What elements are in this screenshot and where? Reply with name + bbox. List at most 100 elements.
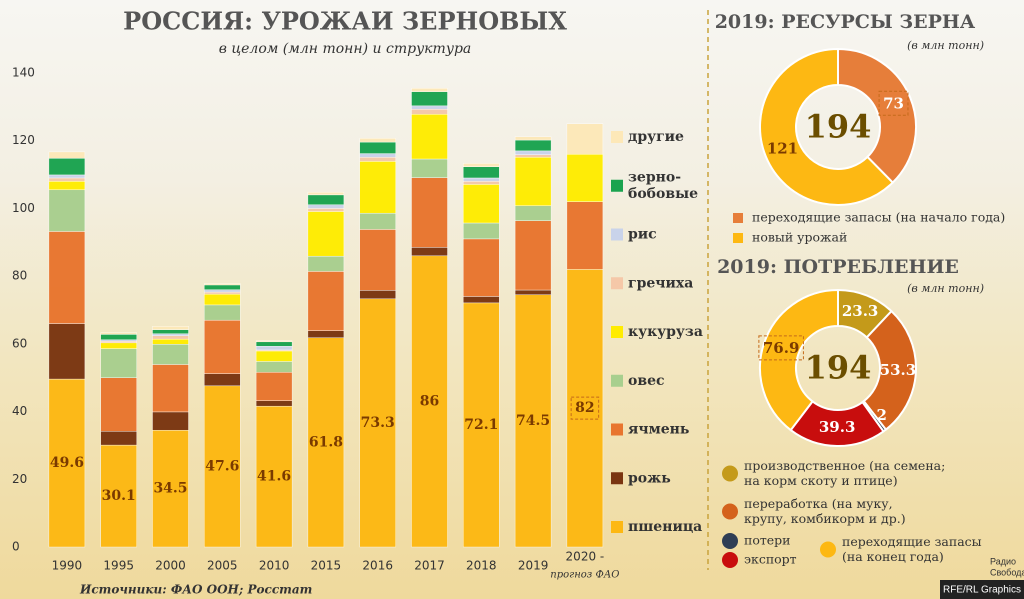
highlight-box [570, 396, 600, 420]
legend-label: новый урожай [752, 230, 847, 245]
y-tick-label: 60 [12, 336, 27, 350]
bar-segment [100, 340, 137, 344]
bar-segment [48, 151, 86, 159]
legend-label: рис [628, 227, 657, 243]
legend-swatch [611, 472, 623, 485]
bar-segment [411, 247, 448, 257]
bar-segment [48, 231, 86, 324]
pie-total: 194 [805, 349, 872, 387]
x-tick-label: 2015 [311, 559, 342, 573]
legend-label: гречиха [628, 275, 693, 291]
pie-label: 53.3 [880, 361, 917, 379]
bar-segment [307, 255, 345, 272]
legend-label: переходящие запасы (на начало года) [752, 210, 1005, 225]
legend-swatch [722, 552, 738, 568]
y-tick-label: 40 [12, 404, 27, 418]
bar-segment [204, 289, 241, 293]
legend-swatch [611, 228, 623, 241]
x-tick-label: 2016 [362, 559, 393, 573]
bar-segment [514, 154, 552, 158]
pie-slice [837, 47, 917, 185]
bar-segment [307, 194, 345, 205]
value-label: 73.3 [361, 415, 395, 431]
bar-segment [359, 138, 396, 143]
bar-segment [48, 323, 86, 380]
legend-label: другие [628, 129, 684, 145]
legend-label: переходящие запасы (на конец года) [842, 534, 982, 564]
bar-segment [152, 335, 189, 340]
x-tick-label: 2000 [155, 559, 186, 573]
pie-total: 194 [805, 108, 872, 146]
bar-segment [307, 191, 345, 196]
bar-segment [514, 220, 552, 291]
x-tick-label: 1990 [52, 559, 83, 573]
bar-segment [463, 166, 500, 179]
pie-subtitle: (в млн тонн) [907, 282, 984, 295]
bar-segment [255, 361, 293, 373]
legend-label: переработка (на муку, крупу, комбикорм и … [744, 496, 906, 526]
value-label: 49.6 [50, 455, 84, 471]
legend-swatch [733, 213, 743, 223]
legend-swatch [733, 233, 743, 243]
logo: Радио Свобода [990, 557, 1024, 578]
bar-segment [255, 341, 293, 347]
legend-swatch [611, 131, 623, 143]
bar-segment [411, 91, 448, 107]
pie-label: 76.9 [763, 339, 800, 357]
x-tick-label: 2017 [414, 559, 445, 573]
value-label: 72.1 [464, 417, 498, 433]
x-tick-label: 2019 [518, 559, 549, 573]
bar-segment [566, 269, 604, 548]
bar-segment [48, 174, 86, 179]
bar-segment [255, 346, 293, 351]
x-tick-label: 1995 [103, 559, 134, 573]
bar-segment [100, 431, 137, 446]
bar-segment [307, 337, 345, 548]
bar-segment [359, 141, 396, 154]
bar-segment [566, 201, 604, 270]
pie-title: 2019: ПОТРЕБЛЕНИЕ [717, 256, 959, 278]
bar-segment [255, 350, 293, 362]
x-tick-label: 2018 [466, 559, 497, 573]
bar-segment [100, 332, 137, 335]
bar-segment [359, 157, 396, 162]
bar-segment [411, 109, 448, 115]
legend-label: экспорт [744, 552, 797, 567]
bar-segment [359, 161, 396, 214]
bar-segment [48, 177, 86, 182]
bar-segment [255, 405, 293, 548]
value-label: 30.1 [102, 488, 136, 504]
bar-segment [204, 283, 241, 286]
highlight-box [878, 90, 909, 116]
x-tick-note: прогноз ФАО [550, 570, 619, 581]
bar-segment [359, 229, 396, 291]
legend-swatch [611, 423, 623, 436]
legend-label: производственное (на семена; на корм скот… [744, 458, 945, 488]
credit-bg [940, 580, 1024, 599]
bar-segment [152, 364, 189, 413]
y-tick-label: 0 [12, 540, 20, 554]
x-tick-label: 2005 [207, 559, 238, 573]
bar-segment [411, 158, 448, 178]
legend-label: овес [628, 373, 665, 389]
bar-segment [411, 114, 448, 160]
value-label: 74.5 [516, 413, 550, 429]
bar-segment [152, 329, 189, 334]
bar-segment [463, 181, 500, 185]
bar-segment [48, 378, 86, 548]
bar-segment [463, 222, 500, 240]
pie-label: 73 [883, 94, 904, 112]
bar-segment [359, 290, 396, 300]
bar-segment [204, 373, 241, 387]
value-label: 61.8 [309, 434, 343, 450]
bar-segment [100, 444, 137, 548]
pie-slice [862, 309, 917, 431]
legend-swatch [820, 541, 836, 558]
bar-segment [411, 88, 448, 92]
y-tick-label: 120 [12, 133, 35, 147]
value-label: 86 [420, 393, 439, 409]
legend-swatch [722, 533, 738, 549]
legend-swatch [611, 521, 623, 533]
bar-segment [48, 181, 86, 191]
source: Источники: ФАО ООН; Росстат [79, 583, 312, 597]
